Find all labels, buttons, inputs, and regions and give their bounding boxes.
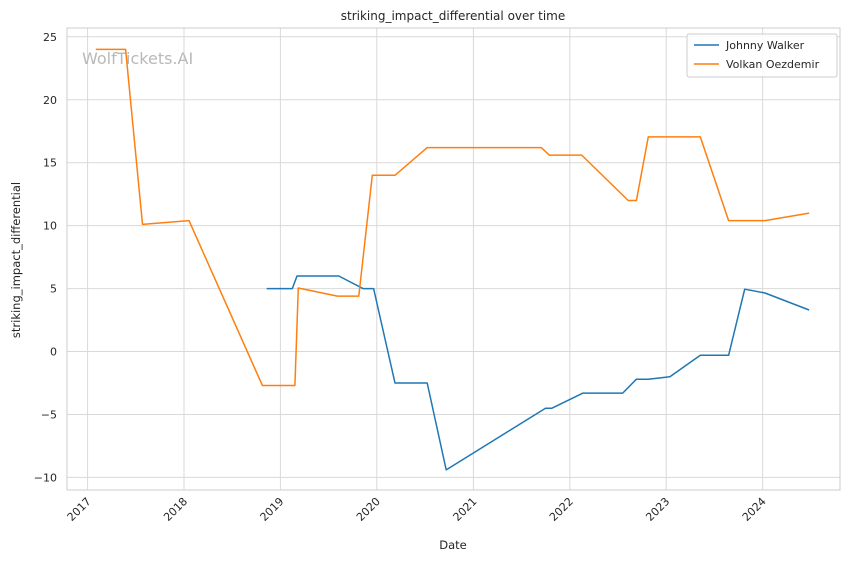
chart-title: striking_impact_differential over time — [341, 9, 566, 23]
y-tick-label: 15 — [43, 157, 57, 170]
y-tick-label: 0 — [50, 346, 57, 359]
legend-label-volkan-oezdemir: Volkan Oezdemir — [726, 58, 820, 71]
series-line-volkan-oezdemir — [95, 48, 810, 387]
y-tick-label: 5 — [50, 283, 57, 296]
x-axis-title: Date — [439, 538, 467, 552]
legend: Johnny Walker Volkan Oezdemir — [686, 33, 838, 78]
series-layer — [95, 48, 810, 471]
y-tick-label: −5 — [41, 408, 57, 421]
y-axis-title: striking_impact_differential — [9, 182, 23, 338]
legend-frame — [686, 33, 838, 78]
y-tick-label: 20 — [43, 94, 57, 107]
y-tick-label: 25 — [43, 31, 57, 44]
y-axis-ticks: 25 20 15 10 5 0 −5 −10 — [34, 31, 57, 485]
series-line-johnny-walker — [266, 275, 810, 471]
y-tick-label: −10 — [34, 471, 57, 484]
watermark: WolfTickets.AI — [82, 49, 193, 68]
plot-area-frame — [66, 27, 841, 491]
legend-label-johnny-walker: Johnny Walker — [725, 39, 805, 52]
y-tick-label: 10 — [43, 220, 57, 233]
grid — [67, 28, 840, 490]
